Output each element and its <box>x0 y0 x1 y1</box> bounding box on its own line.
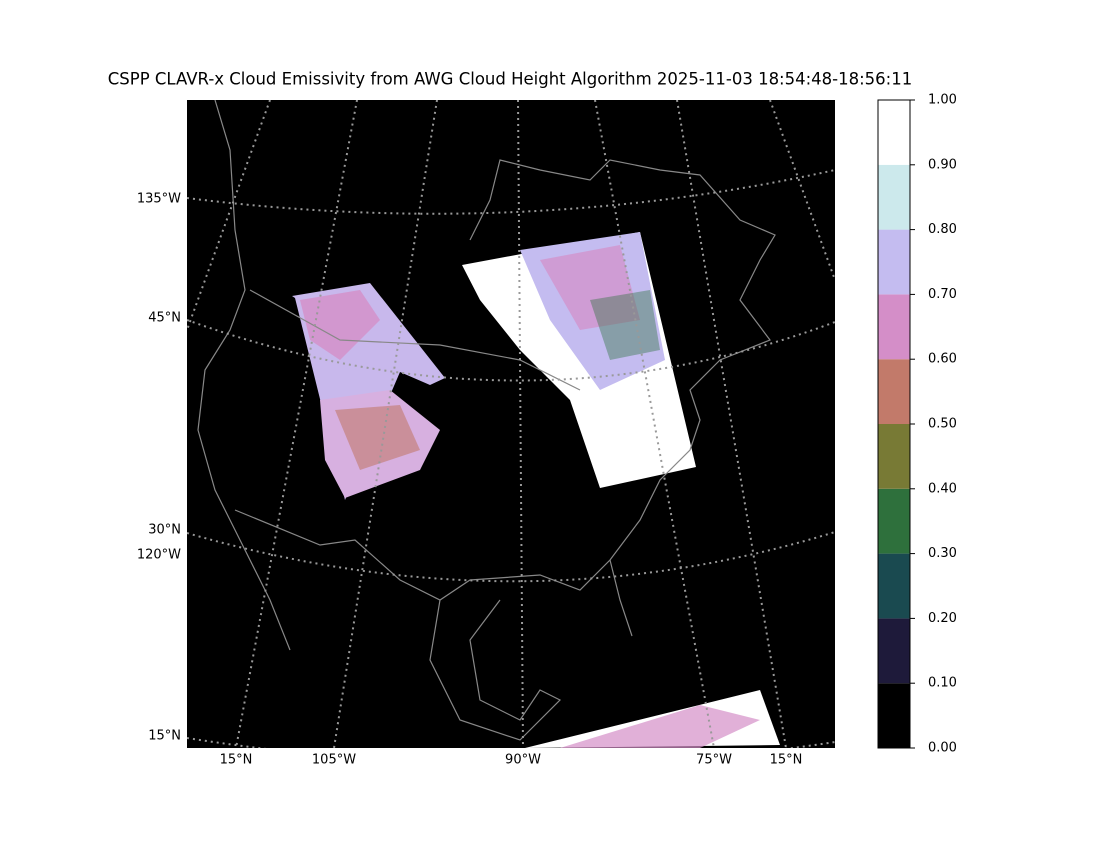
lat-lon-label: 135°W <box>137 192 181 207</box>
colorbar-segment <box>878 359 910 424</box>
map: 135°W 45°N 30°N 120°W 15°N 15°N 105°W 90… <box>137 100 835 768</box>
tick-label: 0.80 <box>928 222 957 237</box>
colorbar-segment <box>878 229 910 295</box>
tick-label: 1.00 <box>928 93 957 108</box>
colorbar: 0.00 0.10 0.20 0.30 0.40 0.50 0.60 0.70 0.80 0.90… <box>877 93 957 756</box>
lat-lon-label: 30°N <box>148 523 181 538</box>
lat-lon-label: 45°N <box>148 311 181 326</box>
coastlines <box>197 100 776 741</box>
tick-label: 0.70 <box>928 287 957 302</box>
map-background <box>187 100 835 748</box>
colorbar-segment <box>878 294 910 360</box>
graticule <box>187 100 835 748</box>
lat-lon-label: 75°W <box>696 753 732 768</box>
lat-lon-label: 15°N <box>148 729 181 744</box>
colorbar-segment <box>878 553 910 619</box>
lat-lon-label: 105°W <box>312 753 356 768</box>
lat-lon-label: 15°N <box>770 753 803 768</box>
colorbar-segment <box>878 683 910 748</box>
tick-label: 0.50 <box>928 417 957 432</box>
colorbar-segment <box>878 424 910 489</box>
tick-label: 0.60 <box>928 352 957 367</box>
cloud-swath <box>292 232 780 748</box>
title: CSPP CLAVR-x Cloud Emissivity from AWG C… <box>108 70 912 89</box>
tick-label: 0.20 <box>928 611 957 626</box>
lat-lon-label: 120°W <box>137 548 181 563</box>
colorbar-segment <box>878 618 910 684</box>
tick-label: 0.10 <box>928 676 957 691</box>
tick-label: 0.00 <box>928 741 957 756</box>
colorbar-segment <box>878 164 910 230</box>
tick-label: 0.90 <box>928 157 957 172</box>
tick-label: 0.40 <box>928 481 957 496</box>
tick-label: 0.30 <box>928 546 957 561</box>
lat-lon-label: 15°N <box>220 753 253 768</box>
lat-lon-label: 90°W <box>505 753 541 768</box>
colorbar-segment <box>878 100 910 165</box>
colorbar-segment <box>878 488 910 554</box>
